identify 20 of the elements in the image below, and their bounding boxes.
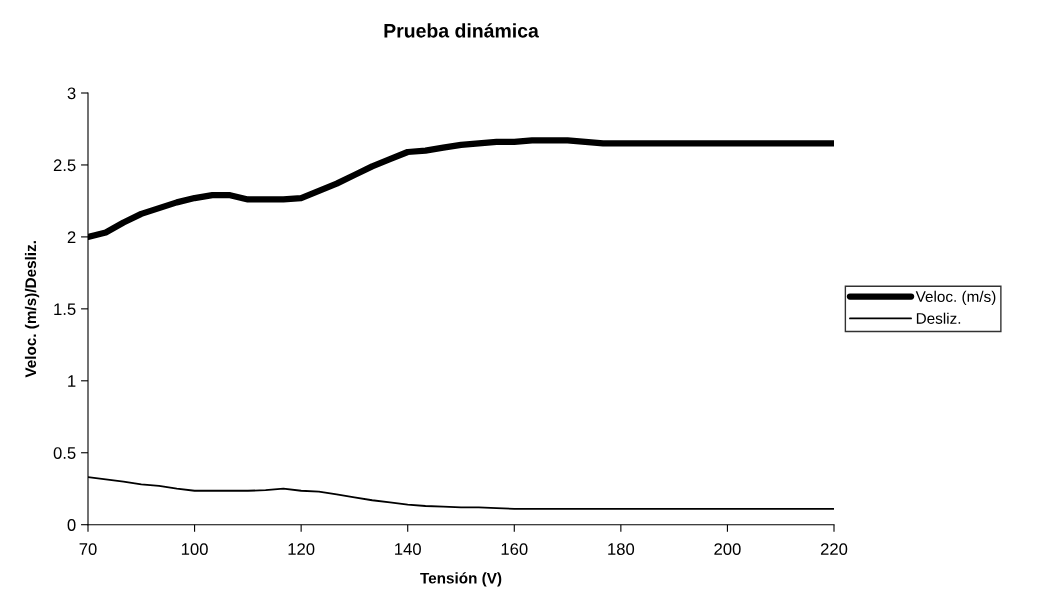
y-tick-label: 1.5 [54,303,76,316]
legend-label: Veloc. (m/s) [915,290,996,306]
x-tick-label: 160 [501,543,528,555]
y-tick-label: 2.5 [53,159,76,172]
x-tick-label: 120 [288,543,315,555]
x-tick-label: 180 [608,543,635,555]
y-axis-title: Veloc. (m/s)/Desliz. [24,241,40,378]
y-tick-label: 2 [67,231,76,243]
y-tick-label: 0 [67,519,76,531]
x-tick-label: 140 [395,543,421,555]
x-tick-label: 200 [714,543,741,555]
legend-label: Desliz. [916,312,961,324]
x-tick-label: 100 [181,543,208,555]
y-tick-label: 1 [68,375,76,387]
y-tick-label: 0.5 [53,447,76,459]
x-tick-label: 220 [820,543,848,555]
y-tick-label: 3 [67,87,76,100]
chart-title: Prueba dinámica [384,23,539,38]
x-tick-label: 70 [79,543,97,555]
x-axis-title: Tensión (V) [420,572,502,587]
